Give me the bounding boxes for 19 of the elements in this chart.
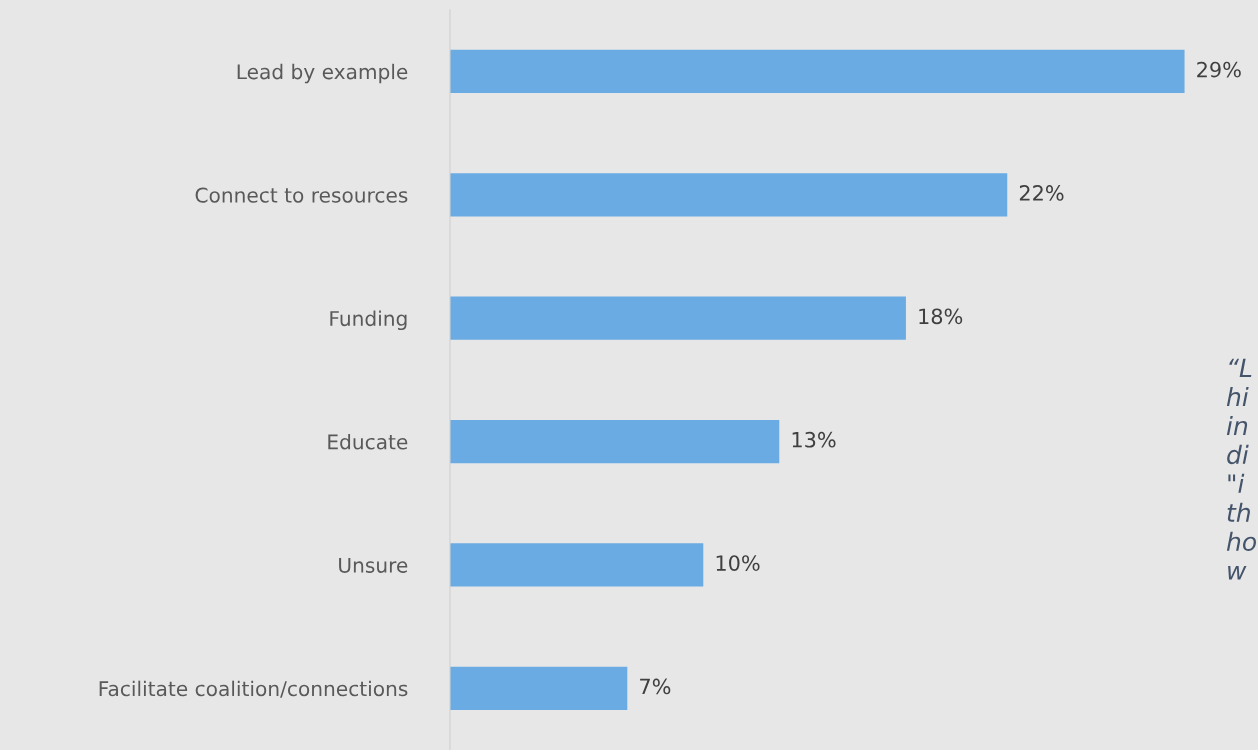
bar xyxy=(450,666,628,710)
bar xyxy=(450,296,906,340)
y-tick-label: Facilitate coalition/connections xyxy=(99,680,408,698)
y-tick-label: Lead by example xyxy=(237,63,408,84)
y-tick-label: Educate xyxy=(328,433,408,450)
y-tick-label: Connect to resources xyxy=(195,187,408,203)
data-label: 7% xyxy=(640,678,671,695)
data-label: 22% xyxy=(1019,185,1064,201)
y-tick-label: Funding xyxy=(330,310,407,331)
data-label: 18% xyxy=(919,308,963,325)
bar xyxy=(450,49,1185,94)
bar xyxy=(450,419,780,464)
bar xyxy=(450,173,1008,217)
data-label: 29% xyxy=(1197,61,1241,78)
data-label: 10% xyxy=(716,555,760,571)
y-tick-label: Unsure xyxy=(339,557,408,573)
text: “L hi in di "i th ho w xyxy=(1226,358,1256,580)
data-label: 13% xyxy=(792,431,836,448)
bar xyxy=(450,543,704,587)
